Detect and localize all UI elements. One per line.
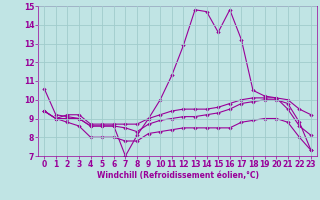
X-axis label: Windchill (Refroidissement éolien,°C): Windchill (Refroidissement éolien,°C) [97,171,259,180]
